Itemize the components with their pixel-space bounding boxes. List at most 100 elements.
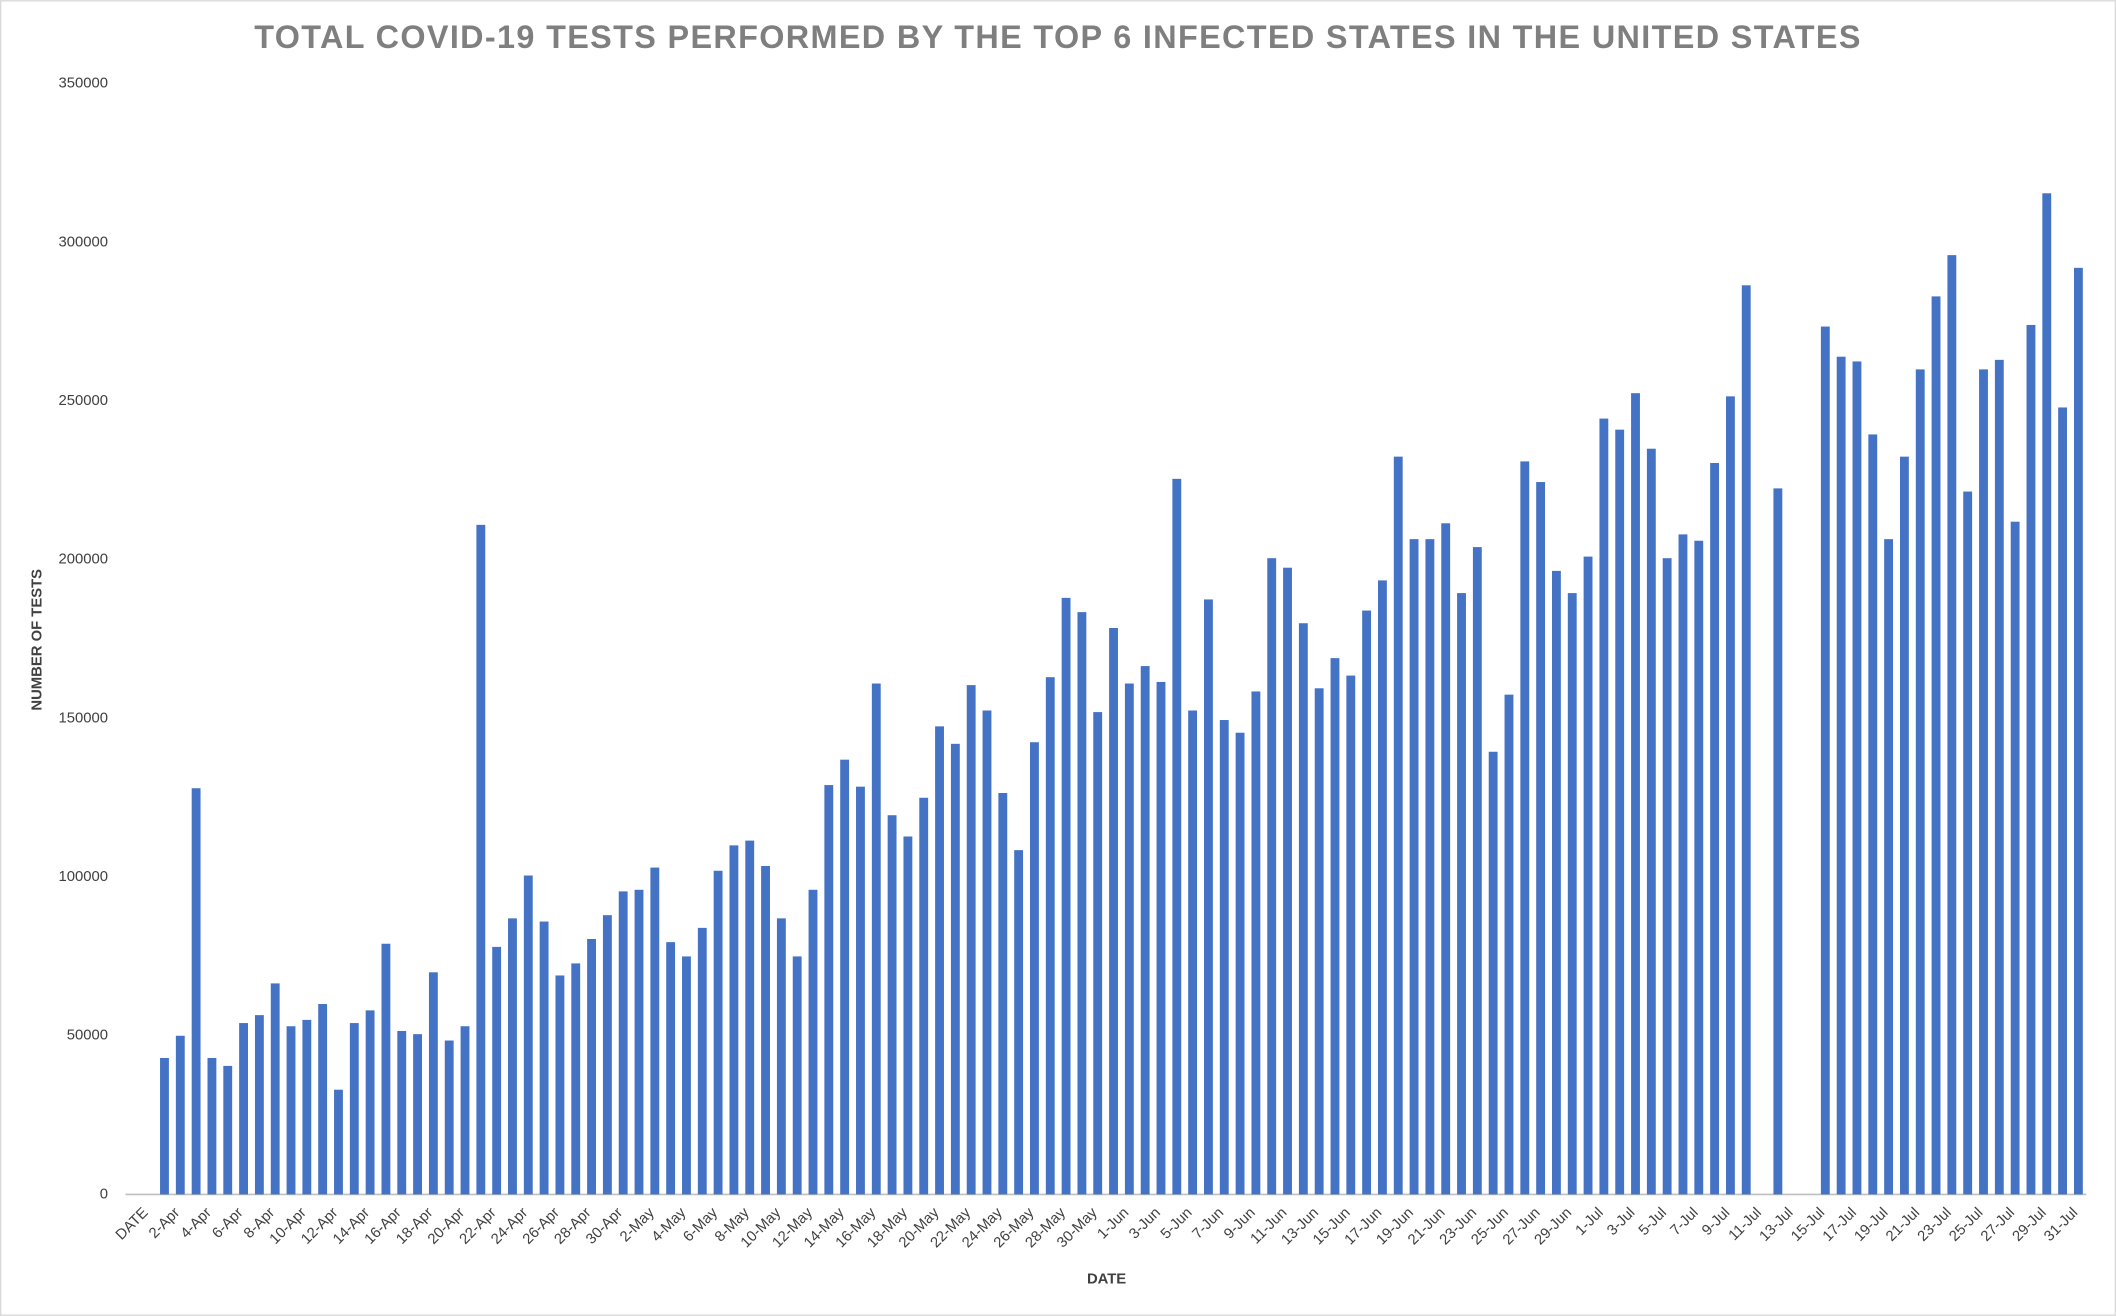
bar	[682, 956, 691, 1195]
bar	[1931, 296, 1941, 1195]
bar	[1441, 523, 1451, 1195]
bar	[1662, 558, 1672, 1195]
bar	[207, 1057, 217, 1195]
bar	[1899, 456, 1909, 1195]
bar	[539, 921, 549, 1195]
bar	[1994, 359, 2004, 1195]
bar	[1488, 751, 1498, 1195]
bar	[397, 1031, 407, 1195]
bar	[270, 983, 280, 1195]
bar	[1551, 570, 1561, 1195]
bar	[1109, 628, 1118, 1195]
bar	[175, 1035, 185, 1195]
bar	[1251, 691, 1261, 1195]
bar	[1615, 429, 1625, 1195]
bar	[1915, 369, 1925, 1195]
bar	[1425, 539, 1435, 1195]
bar	[1204, 599, 1213, 1195]
bar	[887, 815, 897, 1195]
bar	[729, 845, 739, 1195]
bar	[2026, 324, 2036, 1195]
bar	[1457, 593, 1466, 1195]
y-tick-label: 200000	[58, 552, 107, 568]
bar	[1631, 393, 1640, 1195]
y-tick-label: 50000	[67, 1028, 108, 1044]
bar	[1362, 610, 1372, 1195]
bar	[1077, 612, 1087, 1195]
bar	[856, 786, 865, 1195]
bar	[2042, 193, 2052, 1195]
bar	[1836, 356, 1846, 1195]
bar	[602, 915, 612, 1195]
y-tick-label: 250000	[58, 393, 107, 409]
bar	[1583, 556, 1593, 1195]
chart-title: TOTAL COVID-19 TESTS PERFORMED BY THE TO…	[254, 19, 1862, 55]
bar	[1646, 448, 1656, 1195]
bar	[2073, 267, 2083, 1195]
bar	[650, 867, 660, 1195]
bar	[1741, 285, 1751, 1195]
bar	[1567, 593, 1577, 1195]
bar	[1314, 688, 1324, 1195]
bar	[239, 1023, 248, 1195]
bar	[1504, 694, 1514, 1195]
bar	[1884, 539, 1894, 1195]
bar	[1298, 623, 1308, 1195]
bar	[334, 1089, 343, 1195]
bar	[508, 918, 517, 1195]
bar	[1393, 456, 1403, 1195]
bar	[349, 1023, 359, 1195]
bar	[1868, 434, 1878, 1195]
bar	[966, 685, 976, 1195]
bar	[808, 889, 818, 1195]
bar	[160, 1057, 169, 1195]
bar	[302, 1019, 312, 1195]
bar	[1725, 396, 1735, 1195]
bar	[318, 1004, 328, 1195]
bar	[1267, 558, 1277, 1195]
bar	[1030, 742, 1039, 1195]
bar	[1979, 369, 1988, 1195]
bar	[254, 1015, 264, 1195]
bar	[1678, 534, 1688, 1195]
bar	[1093, 712, 1103, 1195]
bar	[413, 1034, 422, 1195]
bar	[1773, 488, 1783, 1195]
bar	[1330, 658, 1340, 1195]
bar	[1520, 461, 1530, 1195]
bar	[1947, 255, 1957, 1195]
bar	[1710, 462, 1720, 1195]
bar	[1061, 597, 1071, 1195]
bar	[998, 793, 1008, 1195]
bar	[476, 524, 486, 1195]
bar	[1346, 675, 1356, 1195]
bar	[571, 963, 581, 1195]
bar	[776, 918, 786, 1195]
bar	[1188, 710, 1198, 1195]
bar	[792, 956, 802, 1195]
y-tick-label: 150000	[58, 710, 107, 726]
bar	[1140, 666, 1150, 1195]
y-tick-label: 0	[100, 1186, 108, 1202]
bar	[919, 797, 929, 1195]
bar	[1172, 478, 1182, 1195]
y-tick-label: 100000	[58, 869, 107, 885]
bar	[935, 726, 944, 1195]
bar	[666, 942, 676, 1195]
bar	[1156, 681, 1166, 1195]
bar	[1599, 418, 1609, 1195]
bar	[634, 889, 644, 1195]
bar	[1219, 720, 1229, 1195]
bar	[1124, 683, 1134, 1195]
bar	[555, 975, 565, 1195]
bar	[697, 927, 707, 1195]
bar	[1283, 567, 1292, 1195]
bar	[1820, 326, 1830, 1195]
bar	[1536, 482, 1546, 1195]
y-tick-label: 350000	[58, 76, 107, 92]
bar	[460, 1026, 470, 1195]
bar	[523, 875, 533, 1195]
